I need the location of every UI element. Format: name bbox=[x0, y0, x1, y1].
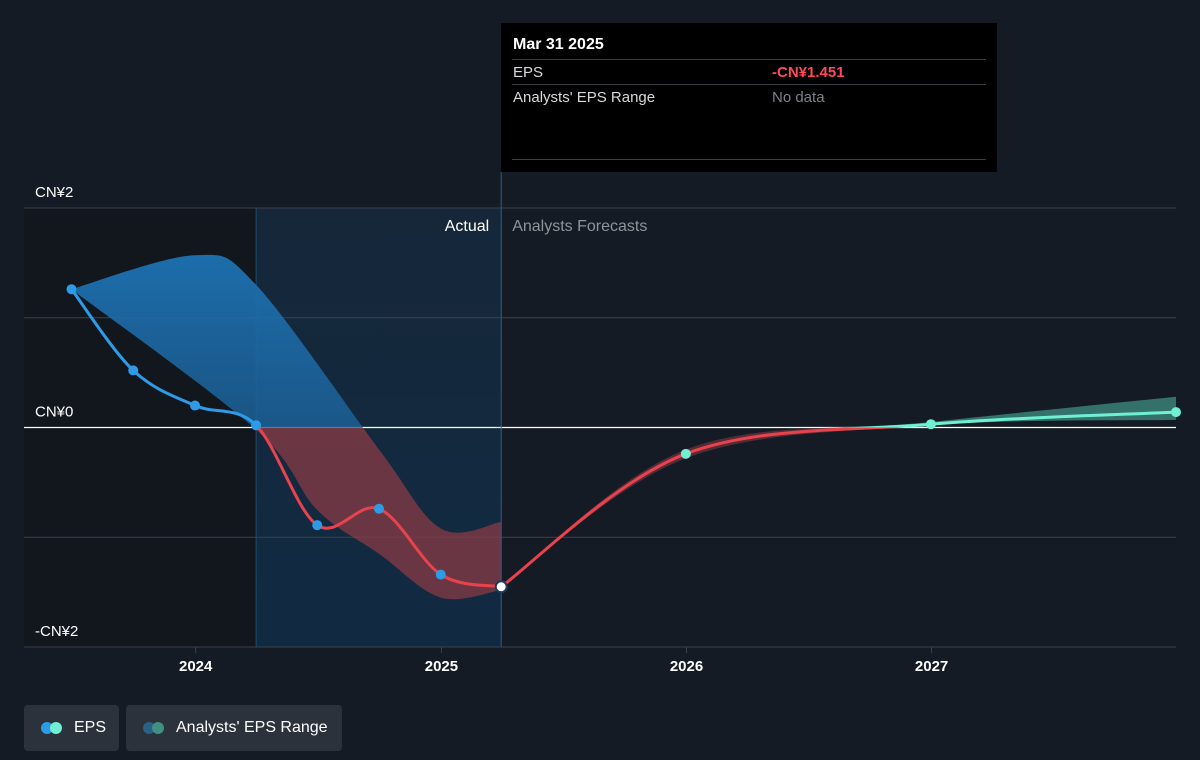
eps-point bbox=[128, 365, 139, 376]
legend-eps-label: EPS bbox=[74, 719, 107, 736]
eps-point bbox=[312, 520, 323, 531]
tooltip-row-range: Analysts' EPS Range No data bbox=[512, 84, 986, 110]
eps-point bbox=[435, 569, 446, 580]
forecast-range-band-positive bbox=[831, 396, 1176, 428]
x-tick-label: 2027 bbox=[915, 658, 948, 675]
actual-section-label: Actual bbox=[445, 218, 489, 235]
forecast-range-band-negative bbox=[501, 427, 900, 587]
tooltip-row-eps: EPS -CN¥1.451 bbox=[512, 59, 986, 85]
eps-line-forecast-negative bbox=[500, 427, 906, 588]
eps-legend-icon bbox=[41, 722, 65, 734]
tooltip-eps-label: EPS bbox=[513, 64, 544, 81]
tooltip-divider bbox=[512, 159, 986, 160]
eps-point bbox=[190, 400, 201, 411]
legend-range-button[interactable]: Analysts' EPS Range bbox=[126, 705, 342, 751]
eps-line-actual-negative bbox=[256, 427, 502, 589]
tooltip: Mar 31 2025 EPS -CN¥1.451 Analysts' EPS … bbox=[501, 23, 997, 172]
legend-eps-button[interactable]: EPS bbox=[24, 705, 119, 751]
y-tick-label: CN¥0 bbox=[35, 404, 73, 421]
y-tick-label: CN¥2 bbox=[35, 184, 73, 201]
eps-line-forecast bbox=[846, 410, 1177, 428]
x-tick-label: 2024 bbox=[179, 658, 213, 675]
eps-point bbox=[373, 503, 384, 514]
tooltip-eps-value: -CN¥1.451 bbox=[772, 64, 845, 81]
eps-point bbox=[66, 284, 77, 295]
eps-forecast-point bbox=[680, 448, 691, 459]
legend-range-label: Analysts' EPS Range bbox=[176, 719, 328, 736]
eps-forecast-dot-icon bbox=[50, 722, 62, 734]
tooltip-range-value: No data bbox=[772, 89, 825, 106]
range-forecast-dot-icon bbox=[152, 722, 164, 734]
eps-point-highlighted bbox=[494, 580, 508, 594]
y-tick-label: -CN¥2 bbox=[35, 623, 78, 640]
eps-forecast-point bbox=[925, 419, 936, 430]
tooltip-range-label: Analysts' EPS Range bbox=[513, 89, 656, 106]
range-legend-icon bbox=[143, 722, 167, 734]
tooltip-date: Mar 31 2025 bbox=[513, 36, 604, 53]
forecast-section-label: Analysts Forecasts bbox=[512, 218, 647, 235]
eps-point bbox=[251, 420, 262, 431]
eps-range-band-positive bbox=[71, 254, 363, 428]
eps-forecast-point bbox=[1171, 407, 1181, 418]
x-tick-label: 2025 bbox=[425, 658, 458, 675]
x-tick-label: 2026 bbox=[670, 658, 703, 675]
